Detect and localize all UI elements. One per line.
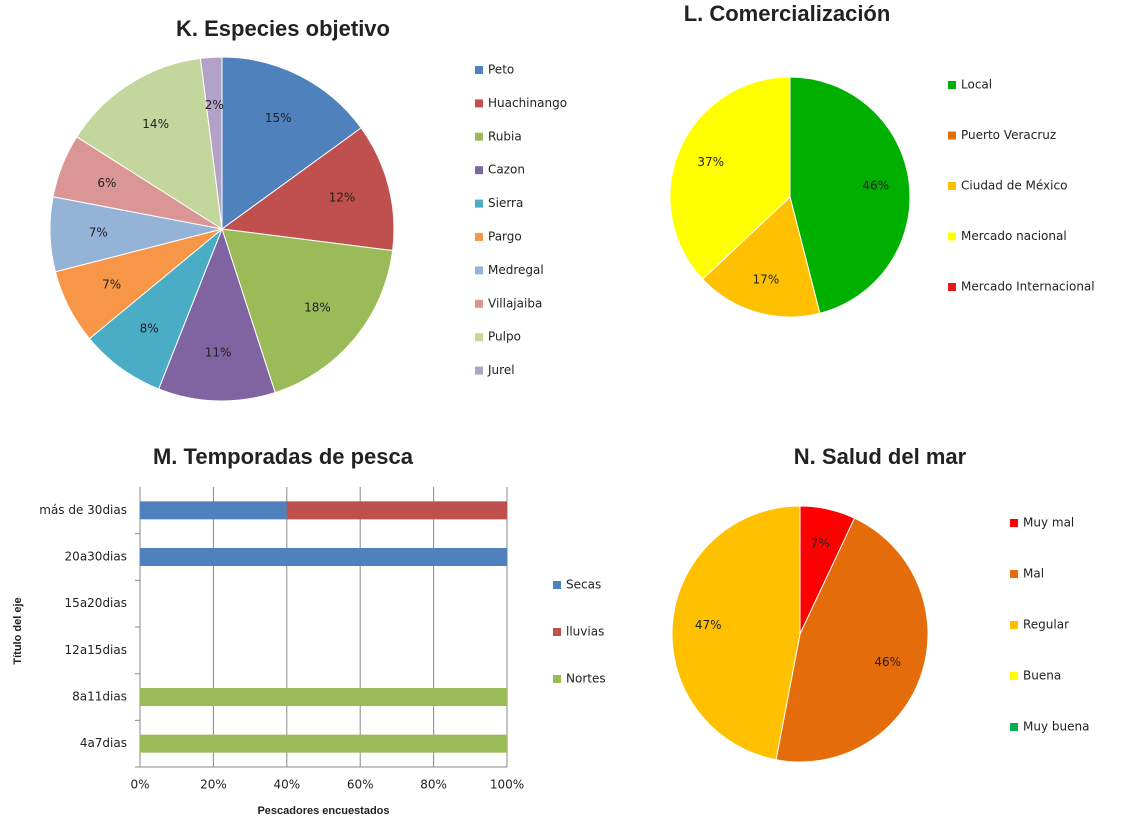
- legend-label: Buena: [1023, 669, 1061, 683]
- pie-slice: [221, 228, 394, 394]
- y-tick-label: 12a15dias: [65, 643, 127, 657]
- data-label: 8%: [140, 322, 159, 336]
- y-tick-label: más de 30dias: [39, 503, 127, 517]
- data-label: 7%: [811, 537, 830, 551]
- legend-label: Pargo: [488, 230, 522, 244]
- pie-slice: [220, 127, 395, 252]
- data-label: 17%: [753, 272, 780, 286]
- legend-swatch: [553, 628, 561, 636]
- legend-label: Muy buena: [1023, 720, 1089, 734]
- data-label: 6%: [97, 176, 116, 190]
- legend-swatch: [1010, 723, 1018, 731]
- pie-slice: [789, 76, 911, 314]
- data-label: 7%: [102, 278, 121, 292]
- legend-swatch: [948, 283, 956, 291]
- chart-title: K. Especies objetivo: [176, 16, 390, 41]
- legend-label: Nortes: [566, 672, 606, 686]
- bar-segment: [140, 734, 507, 753]
- y-axis-title: Título del eje: [12, 597, 24, 664]
- data-label: 12%: [329, 191, 356, 205]
- legend-swatch: [475, 333, 483, 342]
- legend-label: Regular: [1023, 618, 1069, 632]
- legend-label: Muy mal: [1023, 516, 1074, 530]
- y-tick-label: 15a20dias: [65, 596, 127, 610]
- legend-swatch: [1010, 519, 1018, 527]
- legend-label: Mal: [1023, 567, 1044, 581]
- x-tick-label: 60%: [347, 778, 374, 792]
- y-tick-label: 8a11dias: [72, 690, 127, 704]
- legend-label: Mercado Internacional: [961, 280, 1095, 294]
- legend-swatch: [475, 199, 483, 208]
- data-label: 46%: [862, 179, 889, 193]
- data-label: 2%: [205, 98, 224, 112]
- bar-segment: [286, 501, 507, 520]
- legend-swatch: [1010, 570, 1018, 578]
- x-axis-title: Pescadores encuestados: [257, 805, 389, 817]
- legend-label: Cazon: [488, 163, 525, 177]
- chart-title: M. Temporadas de pesca: [153, 444, 414, 469]
- legend-label: Rubia: [488, 129, 522, 143]
- legend-swatch: [1010, 672, 1018, 680]
- bar-segment: [140, 688, 507, 706]
- legend-label: Secas: [566, 578, 601, 592]
- legend-swatch: [948, 232, 956, 241]
- legend-label: Jurel: [487, 363, 515, 377]
- data-label: 15%: [265, 111, 292, 125]
- data-label: 11%: [205, 345, 232, 359]
- legend-swatch: [553, 581, 561, 589]
- legend-swatch: [553, 675, 561, 683]
- x-tick-label: 100%: [490, 778, 524, 792]
- y-tick-label: 4a7dias: [80, 736, 127, 750]
- chart-title: L. Comercialización: [684, 1, 891, 26]
- legend-swatch: [475, 233, 483, 241]
- legend-label: Huachinango: [488, 96, 567, 110]
- legend-label: lluvias: [566, 625, 604, 639]
- legend-swatch: [475, 132, 483, 141]
- bar-segment: [140, 548, 507, 566]
- bar-segment: [140, 501, 287, 520]
- pie-slice: [669, 76, 791, 280]
- data-label: 47%: [695, 618, 722, 632]
- pie-slice: [775, 517, 929, 763]
- data-label: 7%: [89, 225, 108, 239]
- data-label: 46%: [874, 655, 901, 669]
- x-tick-label: 0%: [130, 778, 149, 792]
- x-tick-label: 80%: [420, 778, 447, 792]
- legend-swatch: [1010, 621, 1018, 629]
- legend-swatch: [475, 166, 483, 175]
- legend-swatch: [475, 266, 483, 275]
- legend-label: Mercado nacional: [961, 229, 1067, 243]
- data-label: 37%: [697, 155, 724, 169]
- legend-label: Villajaiba: [488, 296, 542, 310]
- legend-swatch: [475, 299, 483, 308]
- pie-slice: [671, 505, 801, 761]
- legend-swatch: [475, 99, 483, 108]
- legend-label: Puerto Veracruz: [961, 128, 1056, 142]
- legend-swatch: [475, 366, 483, 375]
- pie-slice: [221, 56, 362, 230]
- x-tick-label: 40%: [273, 778, 300, 792]
- data-label: 18%: [304, 300, 331, 314]
- x-tick-label: 20%: [200, 778, 227, 792]
- legend-label: Sierra: [488, 196, 523, 210]
- legend-label: Medregal: [488, 263, 544, 277]
- pie-slice: [199, 56, 223, 230]
- legend-label: Ciudad de México: [961, 179, 1067, 193]
- legend-swatch: [948, 131, 956, 140]
- legend-swatch: [948, 182, 956, 190]
- chart-title: N. Salud del mar: [794, 444, 967, 469]
- legend-swatch: [948, 81, 956, 89]
- pie-slice: [158, 227, 276, 402]
- legend-label: Local: [961, 78, 992, 92]
- y-tick-label: 20a30dias: [65, 550, 127, 564]
- legend-swatch: [475, 66, 483, 74]
- pie-slice: [701, 196, 821, 318]
- legend-label: Peto: [488, 63, 514, 77]
- data-label: 14%: [142, 117, 169, 131]
- pie-slice: [76, 57, 223, 230]
- legend-label: Pulpo: [488, 330, 521, 344]
